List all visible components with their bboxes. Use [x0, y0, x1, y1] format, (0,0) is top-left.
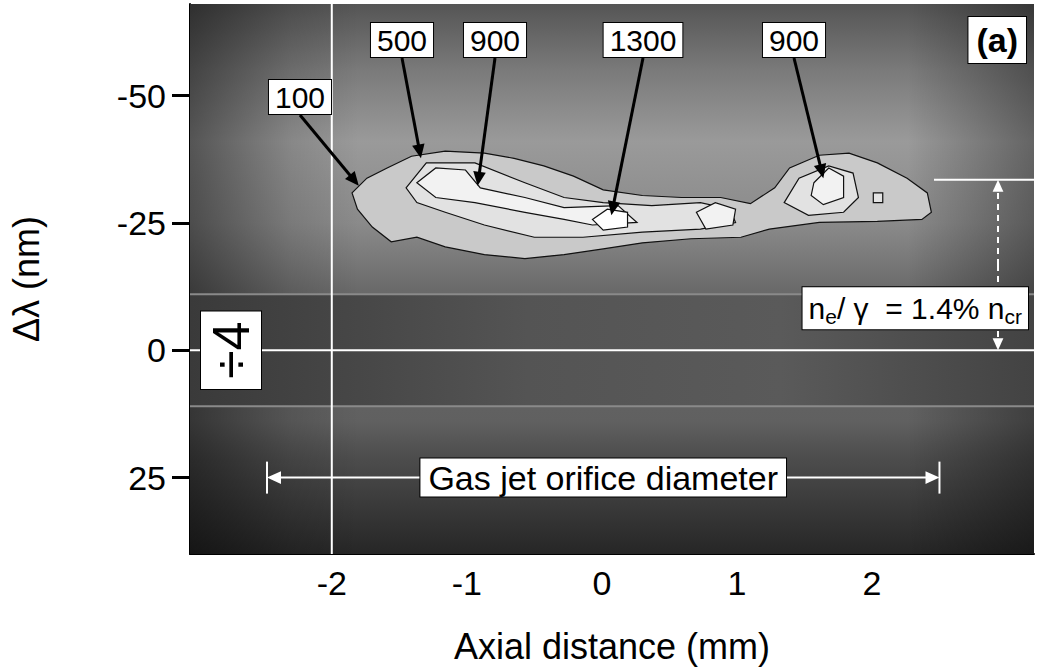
svg-text:2: 2	[862, 564, 881, 602]
svg-text:1: 1	[727, 564, 746, 602]
svg-text:Axial distance (mm): Axial distance (mm)	[454, 626, 770, 667]
svg-text:1300: 1300	[610, 24, 677, 57]
svg-text:0: 0	[147, 331, 166, 369]
svg-text:-2: -2	[317, 564, 347, 602]
svg-text:(a): (a)	[976, 21, 1018, 59]
svg-text:0: 0	[592, 564, 611, 602]
svg-text:900: 900	[470, 24, 520, 57]
svg-text:-1: -1	[452, 564, 482, 602]
svg-text:n: n	[809, 292, 826, 325]
svg-text:Gas jet orifice diameter: Gas jet orifice diameter	[428, 459, 778, 497]
svg-text:÷4: ÷4	[202, 322, 260, 379]
svg-text:-25: -25	[117, 204, 166, 242]
svg-text:Δλ (nm): Δλ (nm)	[6, 216, 47, 342]
svg-text:/ γ = 1.4% n: / γ = 1.4% n	[837, 292, 1005, 325]
svg-text:cr: cr	[1005, 305, 1023, 328]
svg-text:e: e	[825, 305, 837, 328]
svg-text:900: 900	[769, 24, 819, 57]
svg-text:-50: -50	[117, 77, 166, 115]
svg-text:25: 25	[128, 459, 166, 497]
svg-text:100: 100	[275, 81, 325, 114]
svg-text:500: 500	[377, 24, 427, 57]
